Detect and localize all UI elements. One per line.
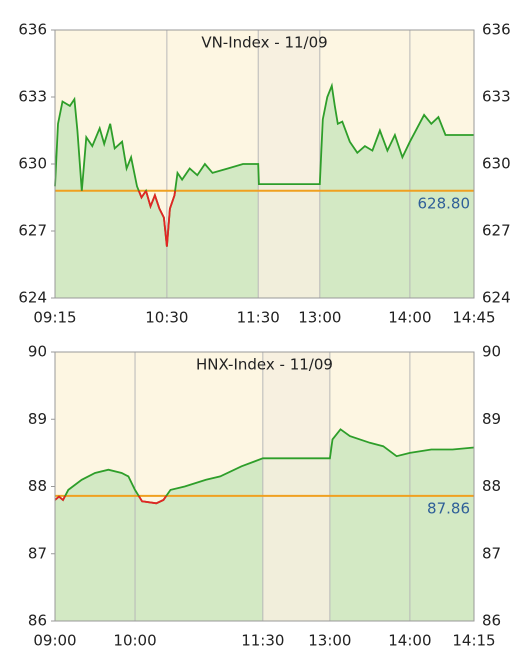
x-tick-label: 09:00 <box>33 632 76 650</box>
y-tick-label: 86 <box>28 612 47 630</box>
price-line <box>54 428 475 505</box>
x-tick-label: 13:00 <box>308 632 351 650</box>
x-tick-label: 14:00 <box>388 632 431 650</box>
y2-tick-label: 88 <box>482 477 501 495</box>
x-tick-label: 09:15 <box>33 309 76 327</box>
y-tick-label: 90 <box>28 343 47 361</box>
y2-tick-label: 90 <box>482 343 501 361</box>
reference-label: 628.80 <box>418 194 471 212</box>
y-tick-label: 624 <box>18 289 47 307</box>
y-tick-label: 633 <box>18 88 47 106</box>
x-tick-label: 11:30 <box>241 632 284 650</box>
x-tick-label: 14:15 <box>452 632 495 650</box>
chart-title: VN-Index - 11/09 <box>201 34 327 52</box>
y-tick-label: 88 <box>28 477 47 495</box>
break-shade <box>258 30 320 298</box>
y2-tick-label: 89 <box>482 410 501 428</box>
x-tick-label: 10:30 <box>145 309 188 327</box>
y2-tick-label: 86 <box>482 612 501 630</box>
x-tick-label: 11:30 <box>237 309 280 327</box>
y2-tick-label: 627 <box>482 222 511 240</box>
x-tick-label: 13:00 <box>298 309 341 327</box>
x-tick-label: 14:45 <box>452 309 495 327</box>
y2-tick-label: 624 <box>482 289 511 307</box>
price-line <box>54 82 474 247</box>
y2-tick-label: 636 <box>482 21 511 39</box>
y-tick-label: 636 <box>18 21 47 39</box>
y-tick-label: 630 <box>18 155 47 173</box>
chart-title: HNX-Index - 11/09 <box>196 356 333 374</box>
reference-label: 87.86 <box>427 499 470 517</box>
break-shade <box>262 352 330 621</box>
x-tick-label: 14:00 <box>388 309 431 327</box>
y-tick-label: 89 <box>28 410 47 428</box>
y-tick-label: 87 <box>28 544 47 562</box>
x-tick-label: 10:00 <box>113 632 156 650</box>
y-tick-label: 627 <box>18 222 47 240</box>
y2-tick-label: 633 <box>482 88 511 106</box>
y2-tick-label: 87 <box>482 544 501 562</box>
y2-tick-label: 630 <box>482 155 511 173</box>
